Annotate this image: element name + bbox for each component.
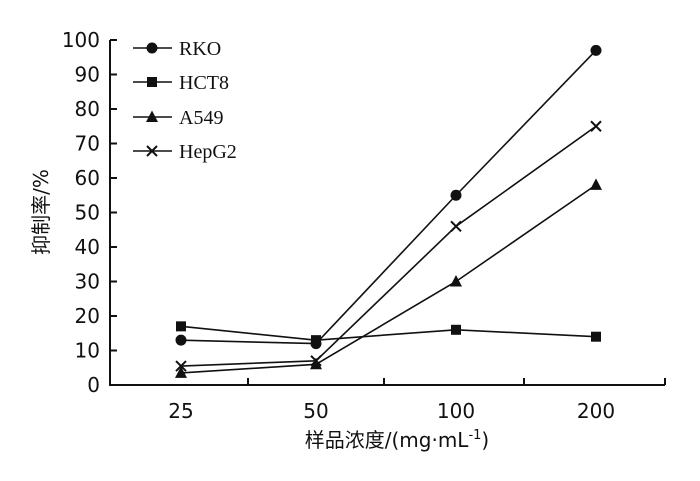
y-tick-label: 30: [75, 270, 100, 294]
x-axis-title-sup: -1: [468, 428, 481, 443]
y-tick-label: 20: [75, 304, 100, 328]
series-line: [180, 325, 597, 341]
marker-triangle: [590, 178, 602, 190]
legend-label: HCT8: [179, 72, 229, 94]
x-tick-label: 200: [577, 399, 615, 423]
y-axis-title: 抑制率/%: [29, 169, 53, 255]
y-tick-label: 90: [75, 63, 100, 87]
marker-circle: [590, 44, 602, 56]
marker-triangle: [175, 366, 187, 378]
legend-label: HepG2: [179, 141, 237, 163]
marker-square: [311, 335, 321, 346]
marker-square: [451, 324, 461, 335]
series-line: [180, 184, 597, 374]
marker-circle: [175, 334, 187, 346]
marker-circle: [450, 189, 462, 201]
y-tick-label: 70: [75, 132, 100, 156]
marker-x: [310, 355, 322, 367]
y-tick-label: 10: [75, 339, 100, 363]
x-ticks: 25 50 100 200: [168, 378, 666, 423]
marker-circle: [146, 42, 158, 54]
marker-square: [591, 331, 601, 342]
marker-x: [146, 145, 158, 157]
y-tick-label: 0: [87, 373, 100, 397]
marker-square: [176, 321, 186, 332]
marker-x: [450, 220, 462, 233]
series-line: [180, 125, 597, 367]
marker-triangle: [310, 357, 322, 370]
marker-x: [175, 360, 187, 372]
y-ticks: 0 10 20 30 40 50 60 70 80 90 100: [62, 28, 117, 397]
series-rko: [175, 44, 602, 350]
y-tick-label: 40: [75, 235, 100, 259]
x-axis-title: 样品浓度/(mg·mL-1): [305, 428, 489, 452]
x-axis-title-suffix: ): [481, 428, 489, 452]
marker-x: [590, 120, 602, 132]
legend-item: HCT8: [133, 72, 229, 94]
legend-item: HepG2: [133, 141, 237, 163]
legend-item: A549: [133, 107, 223, 129]
y-tick-label: 100: [62, 28, 100, 52]
marker-triangle: [450, 275, 462, 287]
y-tick-label: 80: [75, 97, 100, 121]
series-hepg2: [175, 120, 602, 372]
marker-square: [147, 77, 157, 87]
series-hct8: [176, 321, 601, 346]
marker-triangle: [146, 110, 158, 122]
x-tick-label: 50: [303, 399, 328, 423]
series-a549: [175, 178, 602, 378]
y-tick-label: 60: [75, 166, 100, 190]
x-axis-title-main: 样品浓度/(mg·mL: [305, 428, 470, 452]
series-group: [175, 44, 602, 378]
legend-label: A549: [179, 107, 223, 129]
legend-label: RKO: [179, 38, 221, 60]
x-tick-label: 100: [437, 399, 475, 423]
series-line: [180, 49, 597, 345]
legend: RKO HCT8 A549 HepG2: [133, 38, 237, 163]
x-tick-label: 25: [168, 399, 193, 423]
y-tick-label: 50: [75, 201, 100, 225]
legend-item: RKO: [133, 38, 221, 60]
